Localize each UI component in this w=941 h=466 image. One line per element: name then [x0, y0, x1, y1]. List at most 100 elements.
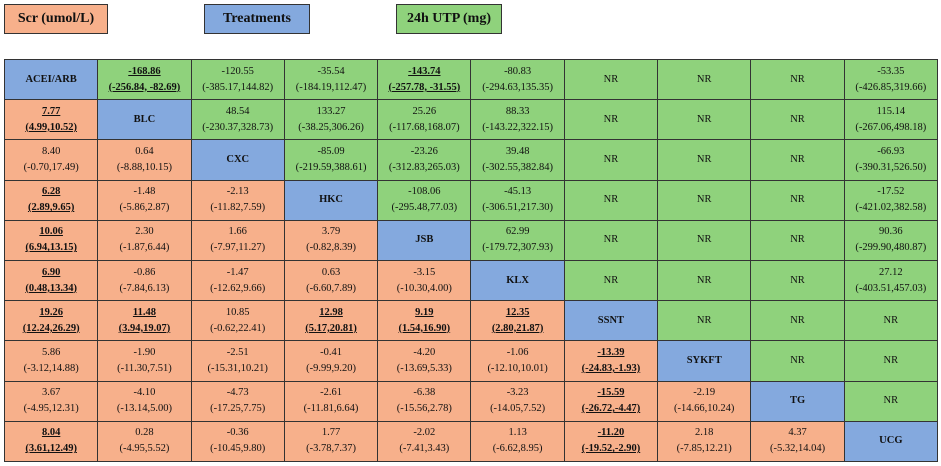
scr-comparison-cell: -3.15 (-10.30,4.00): [377, 259, 472, 302]
scr-comparison-cell: 8.40 (-0.70,17.49): [3, 139, 99, 181]
utp-comparison-cell: 62.99 (-179.72,307.93): [470, 219, 565, 261]
legend-utp-box: 24h UTP (mg): [396, 4, 502, 34]
confidence-interval: (-11.82,7.59): [210, 202, 266, 214]
effect-estimate: -53.35: [877, 65, 905, 77]
not-reported-cell: NR: [657, 259, 752, 302]
scr-comparison-cell: 11.48 (3.94,19.07): [97, 300, 192, 342]
confidence-interval: (3.94,19.07): [118, 322, 171, 334]
effect-estimate: -80.83: [504, 65, 532, 77]
effect-estimate: 1.13: [508, 427, 527, 439]
scr-comparison-cell: -2.51 (-15.31,10.21): [190, 340, 285, 382]
confidence-interval: (-421.02,382.58): [855, 202, 927, 214]
table-row: 8.40 (-0.70,17.49) 0.64 (-8.88,10.15) CXC -85…: [3, 139, 939, 181]
utp-comparison-cell: -108.06 (-295.48,77.03): [377, 179, 472, 221]
scr-comparison-cell: -0.36 (-10.45,9.80): [190, 420, 285, 463]
effect-estimate: 12.35: [505, 306, 530, 318]
effect-estimate: 4.37: [788, 427, 807, 439]
not-reported-cell: NR: [657, 300, 752, 342]
table-row: ACEI/ARB -168.86 (-256.84, -82.69) -120.55 (…: [3, 58, 939, 101]
not-reported-cell: NR: [750, 259, 845, 302]
utp-comparison-cell: -35.54 (-184.19,112.47): [283, 58, 379, 101]
treatment-cell: SYKFT: [657, 340, 752, 382]
scr-comparison-cell: 1.66 (-7.97,11.27): [190, 219, 285, 261]
scr-comparison-cell: 1.13 (-6.62,8.95): [470, 420, 565, 463]
confidence-interval: (-0.70,17.49): [23, 161, 79, 173]
effect-estimate: -1.06: [506, 346, 529, 358]
treatment-cell: TG: [750, 380, 845, 422]
effect-estimate: -108.06: [408, 186, 441, 198]
effect-estimate: -143.74: [408, 65, 441, 77]
confidence-interval: (-10.30,4.00): [396, 282, 452, 294]
utp-comparison-cell: -66.93 (-390.31,526.50): [843, 139, 939, 181]
confidence-interval: (-3.78,7.37): [306, 443, 356, 455]
effect-estimate: 8.04: [41, 427, 61, 439]
not-reported-cell: NR: [750, 139, 845, 181]
scr-comparison-cell: 19.26 (12.24,26.29): [3, 300, 99, 342]
legend-scr-label: Scr (umol/L): [17, 11, 95, 26]
utp-comparison-cell: -23.26 (-312.83,265.03): [377, 139, 472, 181]
effect-estimate: 0.63: [321, 266, 341, 278]
scr-comparison-cell: 6.90 (0.48,13.34): [3, 259, 99, 302]
confidence-interval: (-6.62,8.95): [492, 443, 543, 455]
confidence-interval: (-403.51,457.03): [855, 282, 927, 294]
effect-estimate: 5.86: [41, 346, 61, 358]
effect-estimate: 6.28: [41, 186, 61, 198]
confidence-interval: (-12.10,10.01): [487, 362, 548, 374]
effect-estimate: 1.77: [321, 427, 341, 439]
confidence-interval: (4.99,10.52): [25, 121, 77, 133]
scr-comparison-cell: -0.41 (-9.99,9.20): [283, 340, 379, 382]
scr-comparison-cell: 0.64 (-8.88,10.15): [97, 139, 192, 181]
not-reported-cell: NR: [563, 99, 659, 141]
effect-estimate: -1.47: [226, 266, 249, 278]
effect-estimate: -85.09: [317, 145, 345, 157]
not-reported-cell: NR: [657, 58, 752, 101]
confidence-interval: (-12.62,9.66): [210, 282, 266, 294]
treatment-cell: SSNT: [563, 300, 659, 342]
confidence-interval: (-117.68,168.07): [389, 121, 460, 133]
effect-estimate: 115.14: [876, 105, 906, 117]
effect-estimate: 10.85: [225, 306, 250, 318]
effect-estimate: 19.26: [39, 306, 63, 318]
confidence-interval: (-19.52,-2.90): [581, 443, 641, 455]
not-reported-cell: NR: [657, 99, 752, 141]
effect-estimate: 1.66: [228, 226, 247, 238]
effect-estimate: 133.27: [316, 105, 346, 117]
confidence-interval: (-14.66,10.24): [674, 403, 735, 415]
confidence-interval: (5.17,20.81): [305, 322, 357, 334]
treatment-cell: BLC: [97, 99, 192, 141]
confidence-interval: (-7.41,3.43): [399, 443, 450, 455]
confidence-interval: (2.89,9.65): [27, 202, 75, 214]
scr-comparison-cell: -6.38 (-15.56,2.78): [377, 380, 472, 422]
utp-comparison-cell: -85.09 (-219.59,388.61): [283, 139, 379, 181]
effect-estimate: -168.86: [128, 65, 161, 77]
scr-comparison-cell: 12.35 (2.80,21.87): [470, 300, 565, 342]
utp-comparison-cell: 39.48 (-302.55,382.84): [470, 139, 565, 181]
confidence-interval: (-14.05,7.52): [490, 403, 546, 415]
effect-estimate: 10.06: [39, 226, 63, 238]
scr-comparison-cell: 10.85 (-0.62,22.41): [190, 300, 285, 342]
confidence-interval: (-257.78, -31.55): [388, 81, 461, 93]
not-reported-cell: NR: [750, 179, 845, 221]
confidence-interval: (-299.90,480.87): [855, 242, 927, 254]
confidence-interval: (-0.82,8.39): [306, 242, 356, 254]
scr-comparison-cell: 8.04 (3.61,12.49): [3, 420, 99, 463]
scr-comparison-cell: -4.10 (-13.14,5.00): [97, 380, 192, 422]
confidence-interval: (-4.95,12.31): [23, 403, 79, 415]
effect-estimate: 7.77: [41, 105, 61, 117]
confidence-interval: (-294.63,135.35): [482, 81, 554, 93]
utp-comparison-cell: 90.36 (-299.90,480.87): [843, 219, 939, 261]
scr-comparison-cell: 0.63 (-6.60,7.89): [283, 259, 379, 302]
scr-comparison-cell: 7.77 (4.99,10.52): [3, 99, 99, 141]
treatment-cell: HKC: [283, 179, 379, 221]
effect-estimate: 88.33: [505, 105, 530, 117]
utp-comparison-cell: 48.54 (-230.37,328.73): [190, 99, 285, 141]
not-reported-cell: NR: [563, 139, 659, 181]
confidence-interval: (-38.25,306.26): [298, 121, 364, 133]
confidence-interval: (6.94,13.15): [25, 242, 77, 254]
scr-comparison-cell: 4.37 (-5.32,14.04): [750, 420, 845, 463]
confidence-interval: (0.48,13.34): [25, 282, 77, 294]
scr-comparison-cell: 5.86 (-3.12,14.88): [3, 340, 99, 382]
confidence-interval: (-179.72,307.93): [482, 242, 554, 254]
not-reported-cell: NR: [563, 179, 659, 221]
scr-comparison-cell: -15.59 (-26.72,-4.47): [563, 380, 659, 422]
